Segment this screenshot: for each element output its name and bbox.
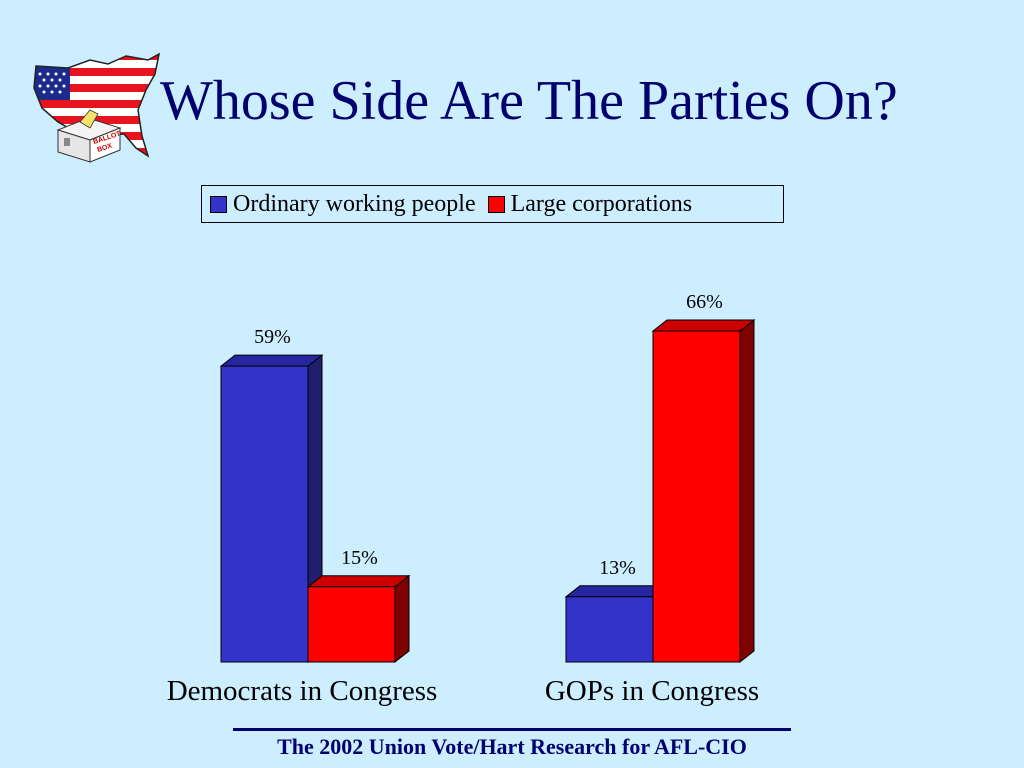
bar-corporations-gops <box>652 330 741 663</box>
us-flag-ballot-box-logo: BALLOT BOX <box>33 52 161 163</box>
footer-divider <box>233 728 791 731</box>
legend-swatch-corporations <box>487 195 505 213</box>
data-label-corporations-gops: 66% <box>686 291 723 313</box>
bar-corporations-democrats-side <box>394 574 410 664</box>
bar-corporations-democrats-top <box>306 575 411 588</box>
data-label-workers-democrats: 59% <box>254 326 291 348</box>
legend-item-workers: Ordinary working people <box>210 191 476 218</box>
slide-footer: The 2002 Union Vote/Hart Research for AF… <box>277 734 747 759</box>
category-label-democrats: Democrats in Congress <box>167 675 438 707</box>
bar-workers-gops-top <box>564 585 669 598</box>
legend-label-workers: Ordinary working people <box>233 190 476 217</box>
svg-text:BOX: BOX <box>96 142 113 153</box>
bar-workers-democrats-top <box>219 354 324 367</box>
bar-corporations-gops-top <box>651 319 756 332</box>
legend-item-corporations: Large corporations <box>487 190 693 218</box>
ballot-box-icon: BALLOT BOX <box>56 109 122 163</box>
bar-workers-gops <box>565 596 654 663</box>
legend-swatch-workers <box>210 195 227 213</box>
chart-legend: Ordinary working people Large corporatio… <box>201 185 784 223</box>
bar-corporations-gops-side <box>739 318 755 664</box>
data-label-corporations-democrats: 15% <box>341 547 378 569</box>
legend-label-corporations: Large corporations <box>510 190 693 217</box>
category-label-gops: GOPs in Congress <box>545 675 759 707</box>
bar-workers-democrats <box>220 365 309 663</box>
slide-title: Whose Side Are The Parties On? <box>160 70 898 132</box>
data-label-workers-gops: 13% <box>599 557 636 579</box>
bar-corporations-democrats <box>307 586 396 663</box>
